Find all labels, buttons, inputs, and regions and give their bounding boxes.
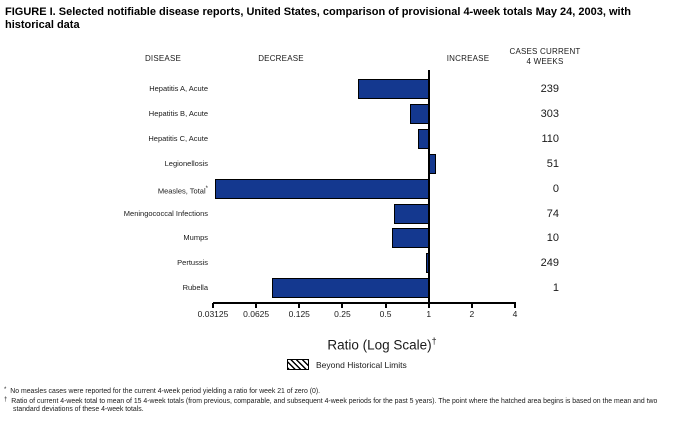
footnote: † Ratio of current 4-week total to mean … <box>4 396 684 414</box>
x-axis-label: Ratio (Log Scale)† <box>327 336 436 353</box>
cases-value: 10 <box>546 232 559 245</box>
axis-tick-label: 0.5 <box>379 309 392 319</box>
ratio-bar <box>357 79 429 99</box>
disease-label: Mumps <box>183 233 208 243</box>
axis-tick <box>255 303 258 308</box>
axis-tick-label: 1 <box>426 309 432 319</box>
ratio-bar <box>425 253 429 274</box>
cases-value: 303 <box>540 107 559 120</box>
column-header-disease: DISEASE <box>144 54 182 63</box>
column-header-cases-line1: CASES CURRENT <box>509 47 581 56</box>
ratio-1-baseline <box>428 70 430 303</box>
disease-label: Pertussis <box>177 258 208 268</box>
cases-value: 51 <box>546 157 559 170</box>
footnote: * No measles cases were reported for the… <box>4 386 684 396</box>
column-header-cases-line2: 4 WEEKS <box>526 57 564 66</box>
figure-title: FIGURE I. Selected notifiable disease re… <box>5 6 631 31</box>
axis-tick <box>427 303 430 308</box>
footnote-marker: † <box>4 397 8 403</box>
footnote-marker: * <box>4 387 7 393</box>
footnotes: * No measles cases were reported for the… <box>4 386 684 414</box>
axis-tick-label: 0.0625 <box>243 309 270 319</box>
disease-label: Legionellosis <box>164 158 208 168</box>
axis-tick <box>298 303 301 308</box>
x-axis-line <box>213 302 516 304</box>
ratio-bar <box>215 178 429 199</box>
disease-label: Hepatitis A, Acute <box>149 84 208 93</box>
axis-tick <box>384 303 387 308</box>
column-header-increase: INCREASE <box>446 54 490 63</box>
disease-label: Hepatitis B, Acute <box>148 108 208 118</box>
footnote-marker-sup: * <box>205 185 208 192</box>
ratio-bar <box>428 153 436 174</box>
x-axis-label-text: Ratio (Log Scale) <box>327 337 432 353</box>
ratio-bar <box>271 278 429 299</box>
legend: Beyond Historical Limits <box>287 359 407 370</box>
axis-tick-label: 2 <box>469 309 475 319</box>
ratio-bar <box>391 228 429 249</box>
cases-value: 1 <box>552 282 559 295</box>
cases-value: 74 <box>546 207 559 220</box>
axis-tick <box>341 303 344 308</box>
axis-tick <box>470 303 473 308</box>
cases-value: 239 <box>540 83 559 95</box>
hatched-swatch-icon <box>287 359 309 370</box>
disease-label: Measles, Total* <box>157 185 208 196</box>
ratio-bar <box>393 203 429 224</box>
ratio-bar <box>409 103 429 124</box>
ratio-bar <box>417 128 429 149</box>
legend-label: Beyond Historical Limits <box>316 359 407 370</box>
axis-tick-label: 0.03125 <box>197 309 229 319</box>
axis-tick <box>212 303 214 308</box>
axis-tick-label: 4 <box>512 309 518 319</box>
disease-label: Rubella <box>182 283 208 293</box>
footnote-text: Ratio of current 4-week total to mean of… <box>9 398 658 413</box>
axis-tick <box>514 303 516 308</box>
axis-tick-label: 0.125 <box>288 309 310 319</box>
x-axis-label-dagger: † <box>431 336 437 346</box>
column-header-decrease: DECREASE <box>258 54 304 63</box>
cases-value: 249 <box>540 257 559 270</box>
cases-value: 0 <box>552 182 559 195</box>
disease-label: Meningococcal Infections <box>123 208 208 218</box>
footnote-text: No measles cases were reported for the c… <box>8 388 321 395</box>
disease-label: Hepatitis C, Acute <box>148 133 208 143</box>
cases-value: 110 <box>541 132 559 145</box>
axis-tick-label: 0.25 <box>334 309 351 319</box>
